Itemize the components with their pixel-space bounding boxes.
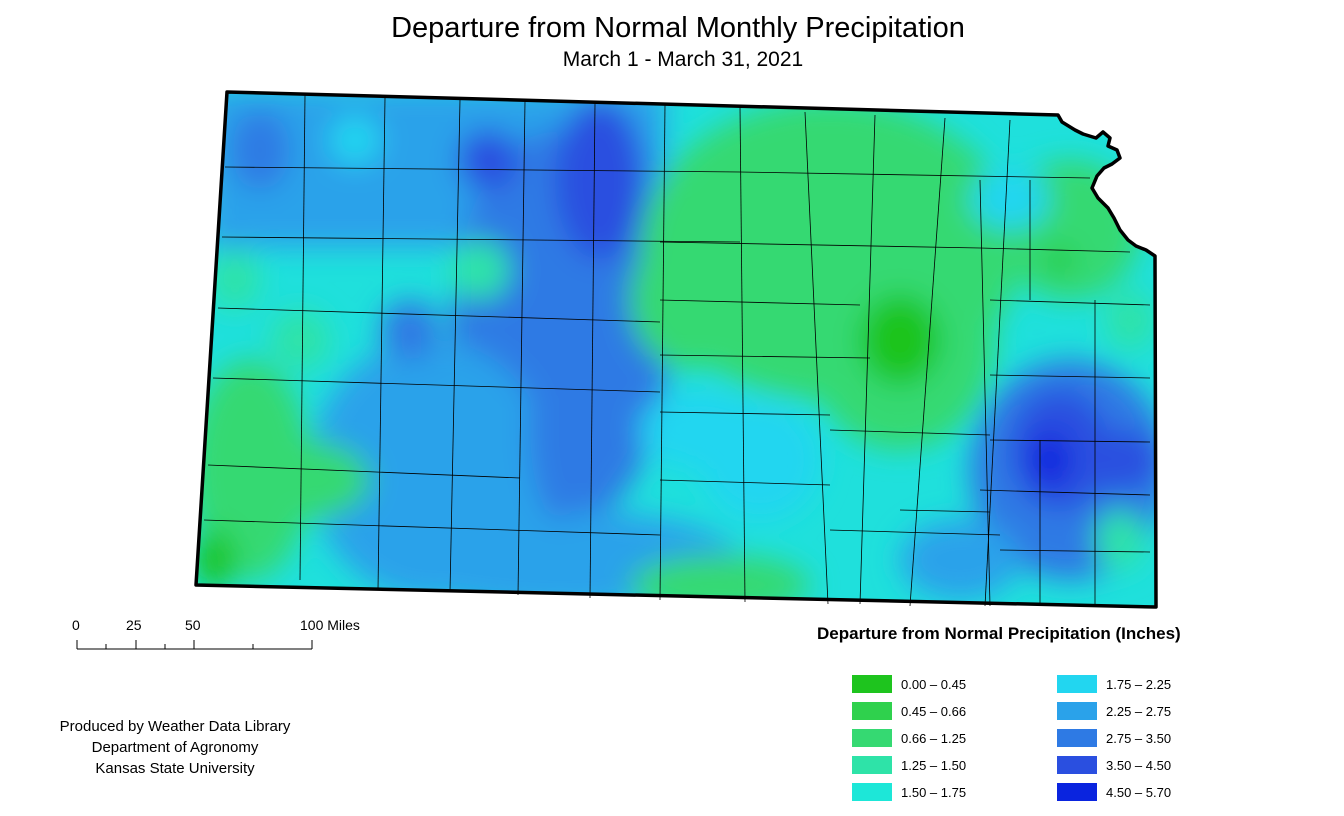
county-line [659,354,871,359]
county-line [217,307,661,323]
legend-swatch [852,783,892,801]
legend-label: 0.45 – 0.66 [901,703,967,719]
legend-swatch [852,729,892,747]
legend-label: 2.25 – 2.75 [1106,703,1172,719]
county-line [299,94,306,581]
legend-label: 0.00 – 0.45 [901,676,967,692]
legend-label: 2.75 – 3.50 [1106,730,1172,746]
precipitation-surface [196,92,1156,607]
legend-swatch [1057,675,1097,693]
county-line [999,549,1151,553]
county-line [449,99,461,593]
county-line [517,100,526,596]
scale-label-0: 0 [72,617,80,633]
county-line [989,439,1151,443]
legend-item: 1.25 – 1.50 [852,755,966,775]
scale-label-50: 50 [185,617,201,633]
legend-title: Departure from Normal Precipitation (Inc… [817,624,1181,643]
legend-item: 2.75 – 3.50 [1057,728,1171,748]
legend-swatch [852,675,892,693]
county-line [659,479,831,486]
county-line [207,464,521,479]
legend-item: 2.25 – 2.75 [1057,701,1171,721]
scale-label-25: 25 [126,617,142,633]
county-line [804,111,829,605]
legend-item: 1.50 – 1.75 [852,782,966,802]
credit-line: Department of Agronomy [91,739,259,756]
county-line [589,102,596,599]
county-line [909,117,946,607]
county-line [203,519,661,536]
legend-item: 1.75 – 2.25 [1057,674,1171,694]
legend-label: 1.75 – 2.25 [1106,676,1172,692]
county-line [859,114,876,605]
map-title: Departure from Normal Monthly Precipitat… [391,12,965,44]
legend-item: 0.45 – 0.66 [852,701,966,721]
credit-line: Kansas State University [95,760,255,777]
county-line [979,247,1131,253]
county-line [989,299,1151,306]
legend-label: 1.50 – 1.75 [901,784,967,800]
county-line [659,103,666,601]
county-line [221,236,741,243]
legend-swatch [1057,783,1097,801]
county-line [899,509,991,513]
county-line [739,171,1091,179]
county-line [659,411,831,416]
county-line [377,97,386,591]
county-line [979,489,1151,496]
legend-swatch [852,702,892,720]
county-line [659,241,981,249]
scale-label-100: 100 Miles [300,617,360,633]
county-line [984,119,1011,607]
county-line [979,179,991,607]
county-boundaries [203,94,1151,607]
county-line [989,374,1151,379]
county-line [829,429,991,436]
county-line [224,166,741,173]
legend-item: 0.66 – 1.25 [852,728,966,748]
legend-label: 1.25 – 1.50 [901,757,967,773]
legend-item: 0.00 – 0.45 [852,674,966,694]
county-line [659,299,861,306]
legend-swatch [852,756,892,774]
legend-item: 4.50 – 5.70 [1057,782,1171,802]
legend-label: 0.66 – 1.25 [901,730,967,746]
credit-line: Produced by Weather Data Library [59,718,291,735]
legend-swatch [1057,729,1097,747]
kansas-state-outline [194,90,1158,609]
legend-swatch [1057,756,1097,774]
credits: Produced by Weather Data Library Departm… [0,716,350,779]
legend-swatch [1057,702,1097,720]
map-subtitle: March 1 - March 31, 2021 [562,48,804,71]
legend-label: 3.50 – 4.50 [1106,757,1172,773]
legend-label: 4.50 – 5.70 [1106,784,1172,800]
county-line [739,105,746,603]
legend-item: 3.50 – 4.50 [1057,755,1171,775]
county-line [212,377,661,393]
